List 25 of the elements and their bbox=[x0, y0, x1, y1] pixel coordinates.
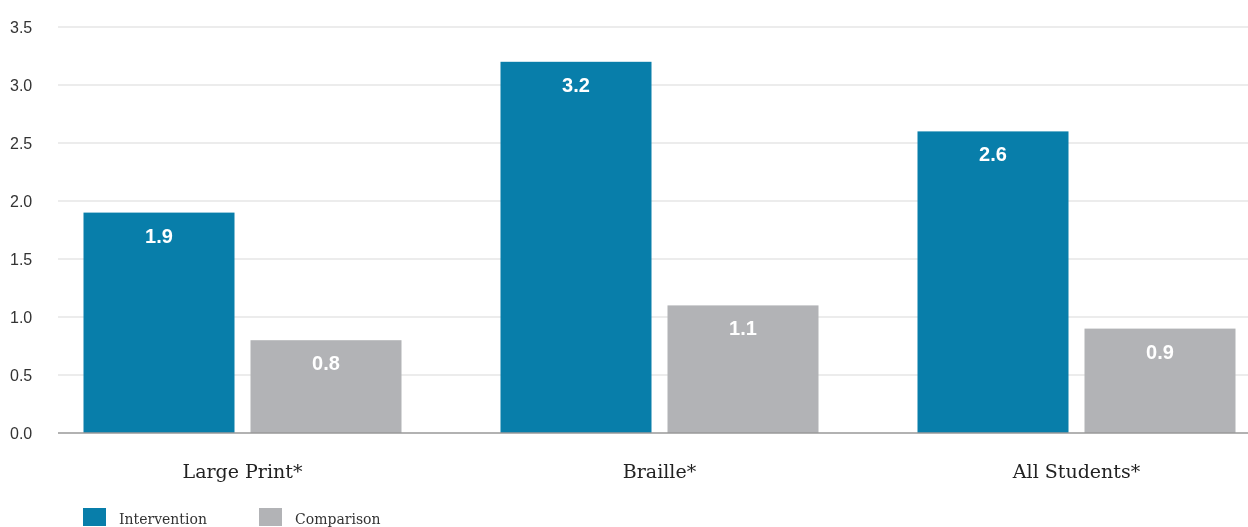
data-label: 1.1 bbox=[729, 317, 757, 340]
x-tick-label: All Students* bbox=[1011, 460, 1141, 482]
text: 0.5 bbox=[10, 367, 33, 384]
data-label: 0.8 bbox=[312, 352, 340, 375]
bar bbox=[667, 305, 819, 433]
bar bbox=[1084, 328, 1236, 433]
bar bbox=[917, 131, 1069, 433]
legend-label: Intervention bbox=[119, 511, 207, 527]
data-label: 3.2 bbox=[562, 73, 590, 96]
x-tick-label: Large Print* bbox=[182, 460, 303, 482]
bar bbox=[250, 340, 402, 433]
data-label: 0.9 bbox=[1146, 340, 1174, 363]
data-label: 1.9 bbox=[145, 224, 173, 247]
legend-label: Comparison bbox=[295, 511, 381, 527]
text: 1.5 bbox=[10, 251, 33, 268]
bar bbox=[500, 61, 652, 433]
text: 2.0 bbox=[10, 193, 33, 210]
text: 3.5 bbox=[10, 19, 33, 36]
text: 2.5 bbox=[10, 135, 33, 152]
text: 3.0 bbox=[10, 77, 33, 94]
text: 1.0 bbox=[10, 309, 33, 326]
data-label: 2.6 bbox=[979, 143, 1007, 166]
text: 0.0 bbox=[10, 425, 33, 442]
bar bbox=[83, 212, 235, 433]
x-tick-label: Braille* bbox=[622, 460, 697, 482]
